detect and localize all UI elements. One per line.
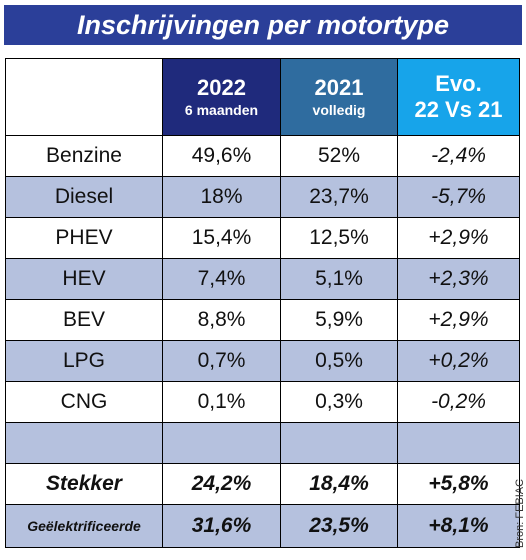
- cell: +0,2%: [397, 340, 520, 382]
- cell: 5,9%: [280, 299, 398, 341]
- cell: 12,5%: [280, 217, 398, 259]
- cell: [5, 422, 163, 464]
- cell: HEV: [5, 258, 163, 300]
- table: 2022 6 maanden 2021 volledig Evo. 22 Vs 21 Ben…: [5, 58, 520, 548]
- cell: 0,1%: [162, 381, 281, 423]
- cell: CNG: [5, 381, 163, 423]
- row: BEV 8,8% 5,9% +2,9%: [5, 299, 520, 341]
- cell: BEV: [5, 299, 163, 341]
- cell: -5,7%: [397, 176, 520, 218]
- cell: [280, 422, 398, 464]
- cell: 23,7%: [280, 176, 398, 218]
- row: CNG 0,1% 0,3% -0,2%: [5, 381, 520, 423]
- cell: LPG: [5, 340, 163, 382]
- header-sub: volledig: [312, 102, 366, 118]
- cell: 23,5%: [280, 504, 398, 548]
- cell: -0,2%: [397, 381, 520, 423]
- row: HEV 7,4% 5,1% +2,3%: [5, 258, 520, 300]
- cell: 24,2%: [162, 463, 281, 505]
- cell: 0,7%: [162, 340, 281, 382]
- cell: 0,5%: [280, 340, 398, 382]
- header-cell: Evo. 22 Vs 21: [397, 58, 520, 136]
- cell: 18%: [162, 176, 281, 218]
- cell: 49,6%: [162, 135, 281, 177]
- header-row: 2022 6 maanden 2021 volledig Evo. 22 Vs 21: [5, 58, 520, 136]
- cell: [397, 422, 520, 464]
- cell: +8,1%: [397, 504, 520, 548]
- cell: +2,3%: [397, 258, 520, 300]
- cell: 31,6%: [162, 504, 281, 548]
- cell: 7,4%: [162, 258, 281, 300]
- header-main: Evo.: [435, 71, 482, 96]
- cell: 0,3%: [280, 381, 398, 423]
- cell: 5,1%: [280, 258, 398, 300]
- header-sub: 6 maanden: [184, 102, 259, 118]
- row: LPG 0,7% 0,5% +0,2%: [5, 340, 520, 382]
- cell: Diesel: [5, 176, 163, 218]
- cell: -2,4%: [397, 135, 520, 177]
- header-main: 2021: [314, 75, 364, 100]
- header-cell: 2022 6 maanden: [162, 58, 281, 136]
- row: PHEV 15,4% 12,5% +2,9%: [5, 217, 520, 259]
- header-main: 2022: [197, 75, 246, 100]
- cell: [162, 422, 281, 464]
- header-cell: [5, 58, 163, 136]
- cell: +5,8%: [397, 463, 520, 505]
- header-cell: 2021 volledig: [280, 58, 398, 136]
- header-sub: 22 Vs 21: [414, 97, 503, 122]
- cell: 15,4%: [162, 217, 281, 259]
- row: Benzine 49,6% 52% -2,4%: [5, 135, 520, 177]
- total-row: Geëlektrificeerde 31,6% 23,5% +8,1%: [5, 504, 520, 548]
- cell: PHEV: [5, 217, 163, 259]
- title: Inschrijvingen per motortype: [4, 5, 522, 45]
- row: Diesel 18% 23,7% -5,7%: [5, 176, 520, 218]
- cell: Benzine: [5, 135, 163, 177]
- cell: 52%: [280, 135, 398, 177]
- cell: 18,4%: [280, 463, 398, 505]
- total-row: Stekker 24,2% 18,4% +5,8%: [5, 463, 520, 505]
- empty-row: [5, 422, 520, 464]
- cell: Geëlektrificeerde: [5, 504, 163, 548]
- cell: +2,9%: [397, 299, 520, 341]
- source: Bron: FEBIAC: [514, 478, 526, 548]
- cell: 8,8%: [162, 299, 281, 341]
- cell: Stekker: [5, 463, 163, 505]
- cell: +2,9%: [397, 217, 520, 259]
